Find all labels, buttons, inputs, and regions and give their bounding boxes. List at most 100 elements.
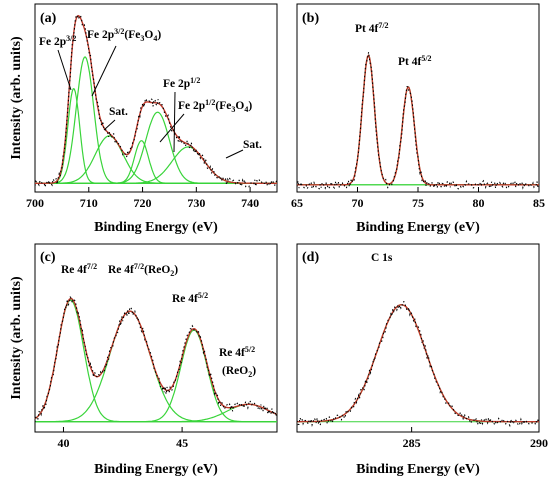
component-peak-2: [35, 56, 277, 184]
x-tick-label: 85: [533, 196, 545, 210]
ann-text: (Fe: [215, 100, 231, 112]
ann-sup: 3/2: [66, 34, 76, 43]
panel-b-xlabel: Binding Energy (eV): [356, 220, 480, 235]
component-peak-1: [297, 54, 539, 186]
panel-d-xlabel: Binding Energy (eV): [356, 462, 480, 477]
x-tick-label: 720: [134, 196, 152, 210]
panel-c-frame: [34, 243, 278, 433]
component-peak-3: [35, 135, 277, 184]
panel-a-arrow-1: [57, 49, 72, 91]
x-tick-label: 45: [176, 436, 188, 450]
panel-c-annotation-re4f52: Re 4f5/2: [172, 291, 208, 305]
panel-a-xlabel: Binding Energy (eV): [94, 220, 218, 235]
ann-text: Fe 2p: [163, 78, 190, 90]
ann-text: Re 4f: [219, 347, 245, 359]
ann-sup: 5/2: [198, 291, 208, 300]
x-tick-label: 75: [412, 196, 424, 210]
panel-d-label: (d): [302, 250, 319, 265]
ann-sub: 3: [231, 105, 235, 114]
panel-b-plot: [296, 52, 540, 191]
ann-sub: 4: [244, 105, 248, 114]
ann-text: Re 4f: [108, 264, 134, 276]
x-tick-label: 730: [187, 196, 205, 210]
x-tick-label: 65: [291, 196, 303, 210]
panel-a-plot: [34, 14, 278, 188]
fit-envelope: [35, 14, 277, 184]
panel-b-label: (b): [302, 11, 319, 26]
component-peak-1: [297, 304, 539, 423]
panel-c-annotation-reo2: (ReO2): [222, 365, 256, 379]
x-tick-label: 710: [80, 196, 98, 210]
panel-a-arrow-4: [173, 91, 176, 153]
component-peak-4: [35, 403, 278, 423]
ann-sub: 3: [140, 34, 144, 43]
x-tick-label: 40: [57, 436, 69, 450]
ann-text: Fe 2p: [87, 29, 114, 41]
panel-a-arrow-6: [225, 149, 244, 159]
component-peak-6: [35, 146, 277, 184]
ann-sup: 3/2: [114, 27, 124, 36]
ylabel-bottom: Intensity (arb. units): [9, 276, 24, 400]
panel-d: (d) 285 290 Binding Energy (eV) C 1s: [296, 243, 548, 477]
ann-sup: 7/2: [87, 262, 97, 271]
panel-b-annotation-pt4f52: Pt 4f5/2: [398, 54, 432, 68]
x-tick-label: 80: [473, 196, 485, 210]
panel-c-annotation-re4f72: Re 4f7/2: [61, 262, 97, 276]
panel-a-annotation-fe2p12: Fe 2p1/2: [163, 76, 200, 90]
ann-sup: 7/2: [378, 21, 388, 30]
ann-text: (ReO: [222, 365, 248, 377]
panel-a-arrow-3: [103, 119, 116, 131]
ann-text: ): [157, 29, 161, 41]
panel-c-plot: [34, 295, 278, 423]
raw-data: [34, 295, 278, 423]
ann-sup: 5/2: [245, 345, 255, 354]
panel-b-annotation-pt4f72: Pt 4f7/2: [355, 21, 389, 35]
panel-c-annotation-re4f52-reo2: Re 4f5/2: [219, 345, 255, 359]
ann-text: (Fe: [124, 29, 140, 41]
ann-text: Re 4f: [172, 293, 198, 305]
ylabel-top: Intensity (arb. units): [9, 36, 24, 160]
ann-text: Pt 4f: [398, 56, 421, 68]
panel-d-plot: [296, 301, 540, 428]
x-tick-label: 285: [403, 436, 421, 450]
ann-text: ): [252, 365, 256, 377]
panel-a-annotation-fe2p32-fe3o4: Fe 2p3/2(Fe3O4): [87, 27, 161, 43]
ann-text: O: [235, 100, 244, 112]
panel-a-frame: [34, 3, 278, 193]
panel-a-arrow-2: [91, 45, 117, 97]
raw-data: [296, 301, 540, 428]
panel-b-ticks: 65 70 75 80 85: [291, 187, 545, 210]
panel-d-ticks: 285 290: [403, 427, 548, 450]
x-tick-label: 700: [26, 196, 44, 210]
component-peak-1: [34, 299, 277, 423]
ann-sup: 5/2: [421, 54, 431, 63]
panel-c-ticks: 40 45: [57, 427, 188, 450]
ann-text: Pt 4f: [355, 23, 378, 35]
ann-text: ): [248, 100, 252, 112]
ann-sub: 4: [153, 34, 157, 43]
raw-data: [296, 52, 540, 191]
x-tick-label: 740: [241, 196, 259, 210]
ann-text: Fe 2p: [39, 36, 66, 48]
ann-sup: 1/2: [205, 98, 215, 107]
panel-a-label: (a): [40, 11, 57, 26]
panel-a-annotation-sat-1: Sat.: [109, 106, 128, 118]
panel-d-annotation-c1s: C 1s: [371, 252, 393, 264]
panel-c-xlabel: Binding Energy (eV): [94, 462, 218, 477]
ann-sup: 1/2: [190, 76, 200, 85]
ann-sub: 2: [170, 269, 174, 278]
panel-a-annotation-sat-2: Sat.: [243, 139, 262, 151]
panel-c-label: (c): [40, 250, 56, 265]
x-tick-label: 290: [530, 436, 548, 450]
panel-b: (b) 65 70 75 80 85 Binding Energy (eV) Pt 4f…: [291, 3, 545, 235]
x-tick-label: 70: [352, 196, 364, 210]
ann-sup: 7/2: [134, 262, 144, 271]
panel-a: (a) 700 710 720 730 740 Binding Energy (eV) …: [26, 3, 278, 235]
panel-d-frame: [296, 243, 540, 433]
ann-text: (ReO: [144, 264, 170, 276]
ann-text: Re 4f: [61, 264, 87, 276]
fit-envelope: [297, 304, 539, 423]
panel-b-frame: [296, 3, 540, 193]
ann-sub: 2: [248, 370, 252, 379]
